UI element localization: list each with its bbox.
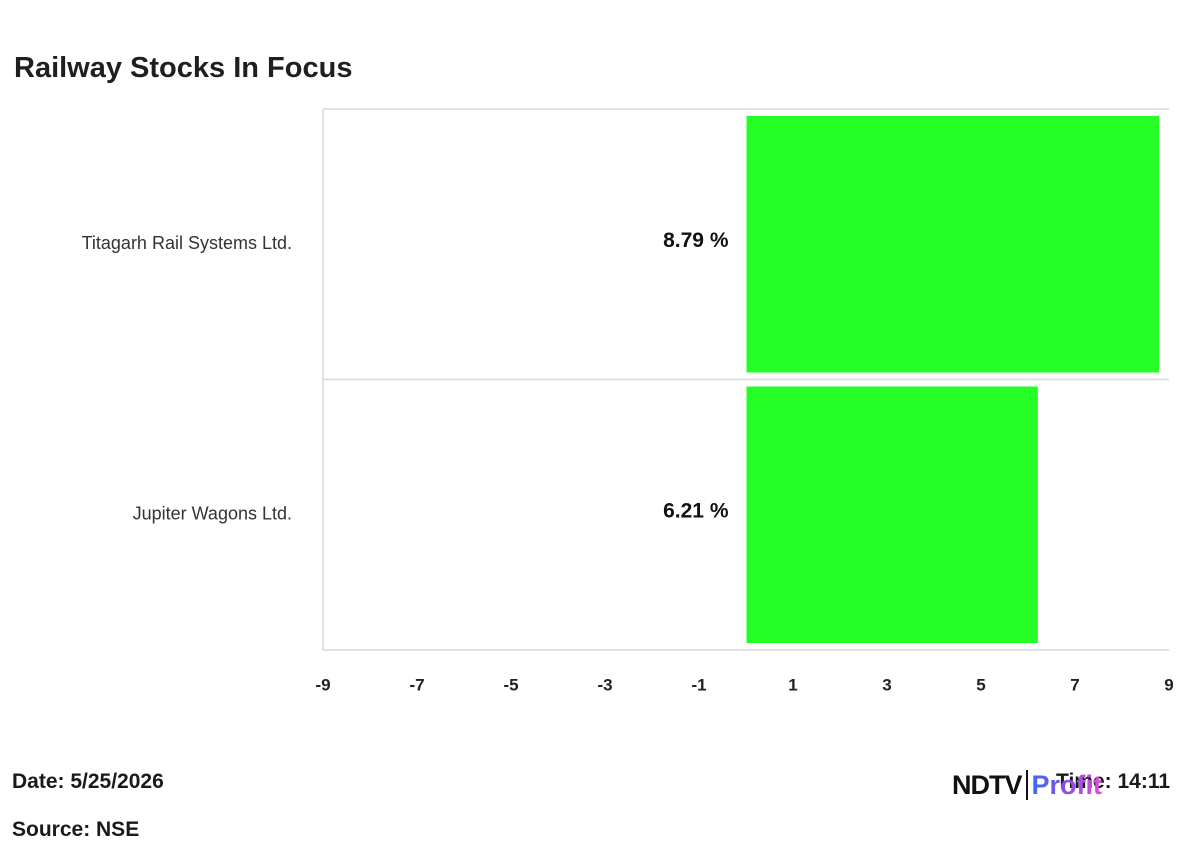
footer-time: Time: 14:11	[1056, 770, 1171, 793]
footer-date: Date: 5/25/2026	[12, 770, 164, 793]
x-tick-label: 9	[1164, 675, 1173, 694]
plot-frame	[322, 108, 1169, 651]
x-tick-label: 1	[788, 675, 797, 694]
x-tick-label: 3	[882, 675, 891, 694]
logo-profit: Profit	[1031, 769, 1103, 800]
category-label: Jupiter Wagons Ltd.	[133, 504, 292, 524]
x-tick-label: -1	[691, 675, 706, 694]
bar-2	[746, 386, 1038, 643]
category-labels: Titagarh Rail Systems Ltd. Jupiter Wagons…	[82, 233, 292, 524]
bar-chart: Titagarh Rail Systems Ltd. Jupiter Wagons…	[82, 108, 1174, 694]
logo-separator	[1025, 770, 1028, 800]
x-axis-ticks: -9 -7 -5 -3 -1 1 3 5 7 9	[315, 675, 1173, 694]
x-tick-label: -9	[315, 675, 330, 694]
data-label: 6.21 %	[663, 499, 729, 522]
x-tick-label: -3	[597, 675, 612, 694]
logo-ndtv: NDTV	[952, 769, 1022, 800]
x-tick-label: -7	[409, 675, 424, 694]
data-label: 8.79 %	[663, 229, 729, 252]
chart-title: Railway Stocks In Focus	[14, 52, 353, 84]
x-tick-label: -5	[503, 675, 518, 694]
bar-1	[746, 116, 1160, 373]
ndtv-profit-logo: NDTV Profit	[952, 766, 1102, 804]
footer-source: Source: NSE	[12, 818, 140, 841]
data-labels: 8.79 % 6.21 %	[663, 229, 729, 523]
bars	[746, 116, 1160, 643]
category-label: Titagarh Rail Systems Ltd.	[82, 233, 292, 253]
x-tick-label: 5	[976, 675, 985, 694]
x-tick-label: 7	[1070, 675, 1079, 694]
